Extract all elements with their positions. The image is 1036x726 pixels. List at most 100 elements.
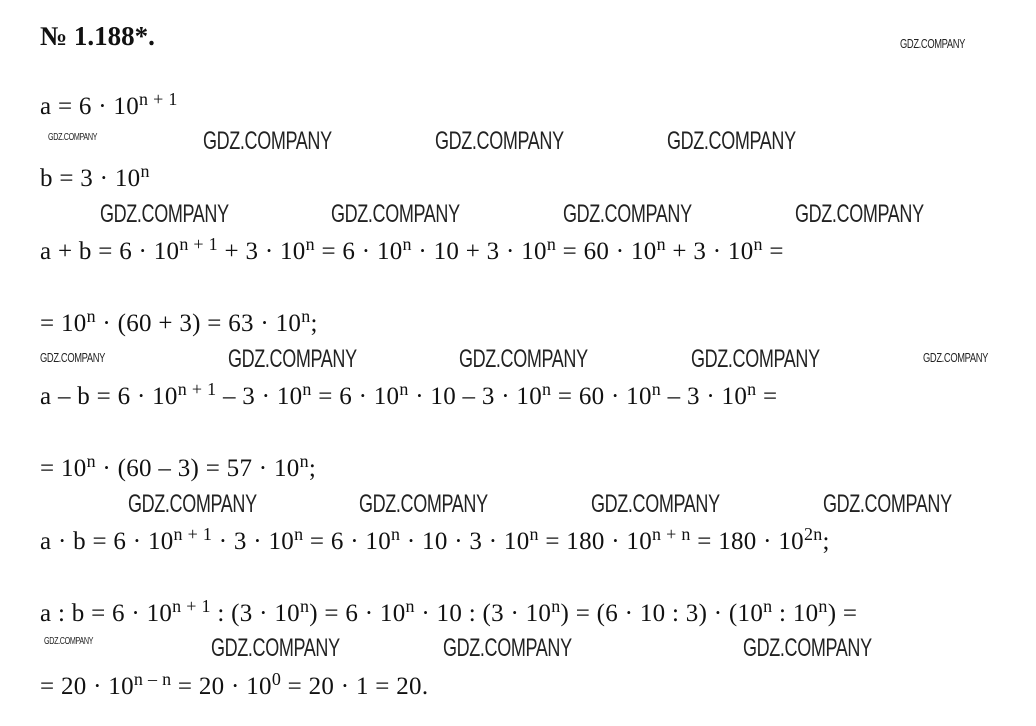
expression-text: ; — [822, 528, 830, 555]
watermark: GDZ.COMPANY — [459, 345, 588, 373]
problem-number: № 1.188*. — [40, 21, 155, 51]
exponent: n — [86, 451, 96, 471]
expression-text: ; — [308, 455, 317, 482]
watermark: GDZ.COMPANY — [743, 634, 872, 662]
watermark: GDZ.COMPANY — [359, 490, 488, 518]
exponent: n + 1 — [177, 379, 217, 399]
exponent: n — [402, 234, 412, 254]
expression-text: = 60 · 10 — [551, 383, 652, 410]
expression-text: = 10 — [40, 310, 87, 337]
watermark: GDZ.COMPANY — [667, 127, 796, 155]
exponent: n + 1 — [173, 524, 213, 544]
equation-line: a · b = 6 · 10n + 1 · 3 · 10n = 6 · 10n … — [40, 525, 830, 556]
watermark: GDZ.COMPANY — [211, 634, 340, 662]
expression-text: = 6 · 10 — [311, 383, 400, 410]
watermark: GDZ.COMPANY — [443, 634, 572, 662]
expression-text: b = 3 · 10 — [40, 165, 141, 192]
exponent: n — [818, 596, 828, 616]
exponent: n — [86, 306, 96, 326]
expression-text: = 20 · 10 — [171, 673, 272, 700]
expression-text: ; — [310, 310, 318, 337]
expression-text: : 10 — [772, 600, 819, 627]
expression-text: = 20 · 1 = 20. — [281, 673, 429, 700]
exponent: n — [529, 524, 539, 544]
exponent: n + 1 — [179, 234, 218, 254]
expression-text: = 6 · 10 — [303, 528, 391, 555]
exponent: 0 — [271, 669, 282, 689]
exponent: n — [299, 451, 309, 471]
expression-text: · (60 + 3) = 63 · 10 — [95, 310, 302, 337]
expression-text: = 10 — [40, 455, 87, 482]
exponent: n + 1 — [139, 89, 178, 109]
watermark: GDZ.COMPANY — [100, 200, 229, 228]
exponent: n — [391, 524, 401, 544]
watermark: GDZ.COMPANY — [228, 345, 357, 373]
exponent: n — [763, 596, 773, 616]
equation-line: = 10n · (60 + 3) = 63 · 10n; — [40, 307, 318, 338]
equation-line: = 20 · 10n – n = 20 · 100 = 20 · 1 = 20. — [40, 670, 429, 701]
equation-line: a = 6 · 10n + 1 — [40, 90, 178, 121]
expression-text: a : b = 6 · 10 — [40, 600, 173, 627]
watermark: GDZ.COMPANY — [923, 350, 989, 365]
equation-line: b = 3 · 10n — [40, 162, 150, 193]
exponent: n — [747, 379, 757, 399]
exponent: n — [546, 234, 557, 254]
exponent: n — [302, 379, 312, 399]
expression-text: – 3 · 10 — [661, 383, 748, 410]
expression-text: ) = (6 · 10 : 3) · (10 — [560, 600, 764, 627]
expression-text: + 3 · 10 — [217, 238, 306, 265]
exponent: n — [656, 234, 666, 254]
exponent: n — [299, 596, 310, 616]
exponent: n — [301, 306, 311, 326]
exponent: 2n — [803, 524, 823, 544]
exponent: n + 1 — [172, 596, 211, 616]
expression-text: · 10 – 3 · 10 — [408, 383, 543, 410]
watermark: GDZ.COMPANY — [48, 132, 98, 143]
expression-text: · 10 : (3 · 10 — [414, 600, 552, 627]
equation-line: = 10n · (60 – 3) = 57 · 10n; — [40, 452, 317, 483]
watermark: GDZ.COMPANY — [795, 200, 924, 228]
equation-line: a + b = 6 · 10n + 1 + 3 · 10n = 6 · 10n … — [40, 235, 784, 266]
expression-text: = 60 · 10 — [556, 238, 657, 265]
watermark: GDZ.COMPANY — [691, 345, 820, 373]
exponent: n + n — [652, 524, 691, 544]
expression-text: = — [762, 238, 784, 265]
expression-text: a · b = 6 · 10 — [40, 528, 174, 555]
watermark: GDZ.COMPANY — [44, 636, 94, 647]
exponent: n — [399, 379, 409, 399]
expression-text: ) = 6 · 10 — [309, 600, 406, 627]
expression-text: a = 6 · 10 — [40, 93, 140, 120]
exponent: n — [140, 161, 150, 181]
watermark: GDZ.COMPANY — [331, 200, 460, 228]
watermark: GDZ.COMPANY — [128, 490, 257, 518]
equation-line: a : b = 6 · 10n + 1 : (3 · 10n) = 6 · 10… — [40, 597, 857, 628]
expression-text: · 10 · 3 · 10 — [400, 528, 530, 555]
equation-line: a – b = 6 · 10n + 1 – 3 · 10n = 6 · 10n … — [40, 380, 778, 411]
exponent: n — [294, 524, 304, 544]
exponent: n — [753, 234, 763, 254]
expression-text: : (3 · 10 — [210, 600, 300, 627]
expression-text: = 180 · 10 — [690, 528, 804, 555]
expression-text: · 3 · 10 — [212, 528, 295, 555]
exponent: n — [551, 596, 561, 616]
expression-text: · 10 + 3 · 10 — [411, 238, 547, 265]
exponent: n — [405, 596, 415, 616]
expression-text: a + b = 6 · 10 — [40, 238, 180, 265]
watermark: GDZ.COMPANY — [591, 490, 720, 518]
expression-text: a – b = 6 · 10 — [40, 383, 178, 410]
expression-text: = — [756, 383, 778, 410]
expression-text: · (60 – 3) = 57 · 10 — [95, 455, 300, 482]
expression-text: = 6 · 10 — [314, 238, 403, 265]
exponent: n — [651, 379, 662, 399]
expression-text: – 3 · 10 — [216, 383, 303, 410]
expression-text: = 180 · 10 — [538, 528, 653, 555]
expression-text: + 3 · 10 — [665, 238, 754, 265]
watermark: GDZ.COMPANY — [435, 127, 564, 155]
watermark: GDZ.COMPANY — [563, 200, 692, 228]
exponent: n — [542, 379, 552, 399]
expression-text: = 20 · 10 — [40, 673, 134, 700]
exponent: n – n — [133, 669, 172, 689]
watermark: GDZ.COMPANY — [900, 36, 966, 51]
watermark: GDZ.COMPANY — [40, 350, 106, 365]
watermark: GDZ.COMPANY — [823, 490, 952, 518]
